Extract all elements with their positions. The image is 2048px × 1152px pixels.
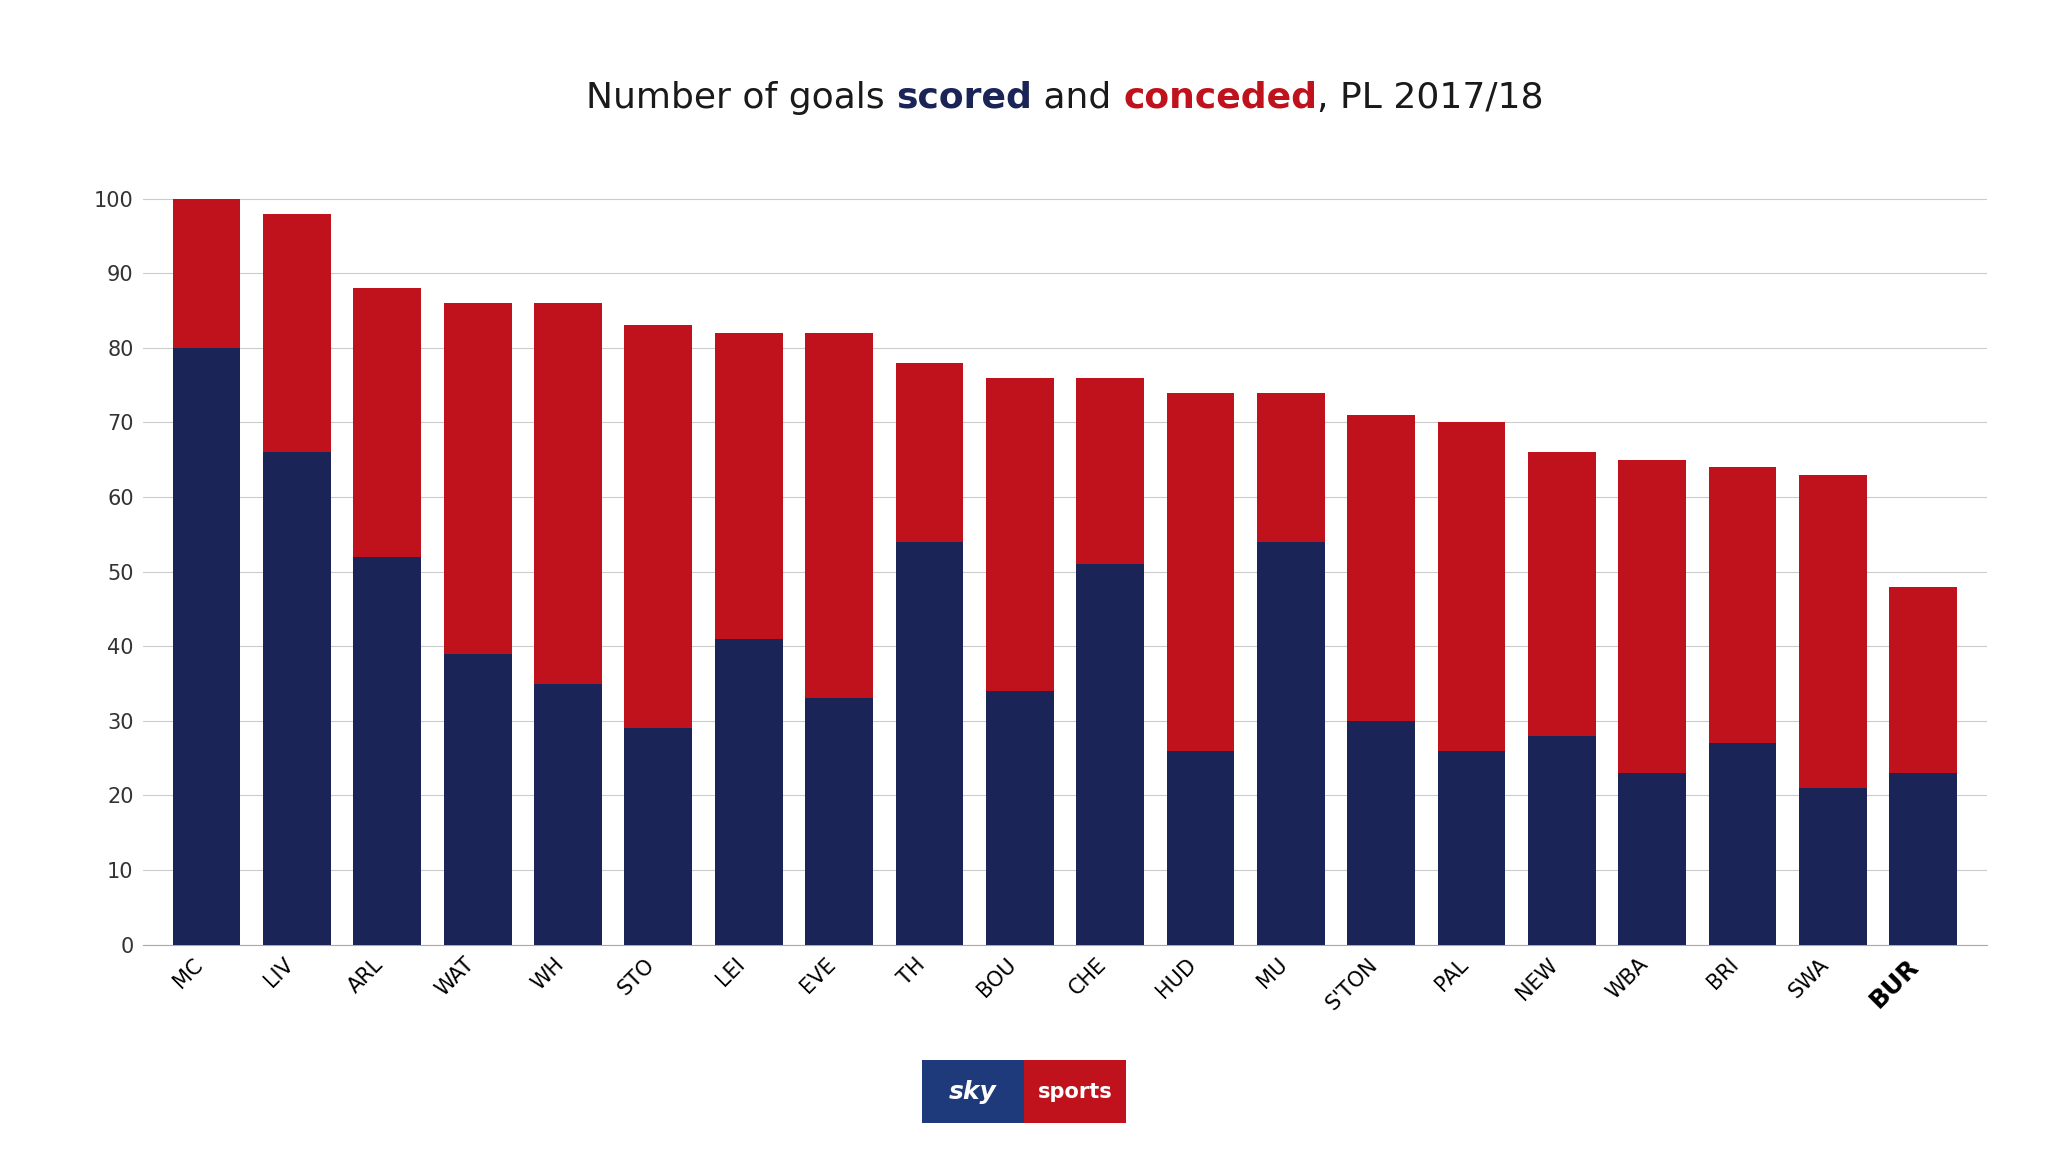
Bar [1708,743,1776,945]
Bar [1077,564,1145,945]
Bar [262,453,332,945]
Text: and: and [1032,81,1122,115]
Bar [1438,423,1505,751]
Bar [985,691,1053,945]
Text: scored: scored [897,81,1032,115]
Text: Number of goals: Number of goals [586,81,897,115]
Bar [1077,378,1145,564]
Bar [1438,751,1505,945]
Text: , PL 2017/18: , PL 2017/18 [1317,81,1544,115]
Bar [625,325,692,728]
Bar [1167,393,1235,751]
Bar [1348,415,1415,721]
Bar [1528,453,1595,736]
Bar [354,288,422,556]
Bar [922,1060,1024,1123]
Bar [895,363,963,541]
Bar [1798,788,1868,945]
Bar [1348,721,1415,945]
Bar [715,333,782,638]
Bar [172,348,240,945]
Bar [1798,475,1868,788]
Text: sports: sports [1038,1082,1112,1101]
Bar [354,556,422,945]
Bar [895,541,963,945]
Bar [535,683,602,945]
Bar [805,333,872,698]
Bar [805,698,872,945]
Bar [985,378,1053,691]
Bar [1528,736,1595,945]
Bar [1257,541,1325,945]
Bar [715,638,782,945]
Bar [1167,751,1235,945]
Bar [1890,773,1958,945]
Bar [1618,773,1686,945]
Bar [444,303,512,653]
Text: sky: sky [948,1079,997,1104]
Bar [1890,586,1958,773]
Bar [172,198,240,348]
Bar [1024,1060,1126,1123]
Bar [262,213,332,453]
Bar [444,653,512,945]
Bar [625,728,692,945]
Bar [1618,460,1686,773]
Bar [535,303,602,683]
Bar [1708,468,1776,743]
Bar [1257,393,1325,541]
Text: conceded: conceded [1122,81,1317,115]
